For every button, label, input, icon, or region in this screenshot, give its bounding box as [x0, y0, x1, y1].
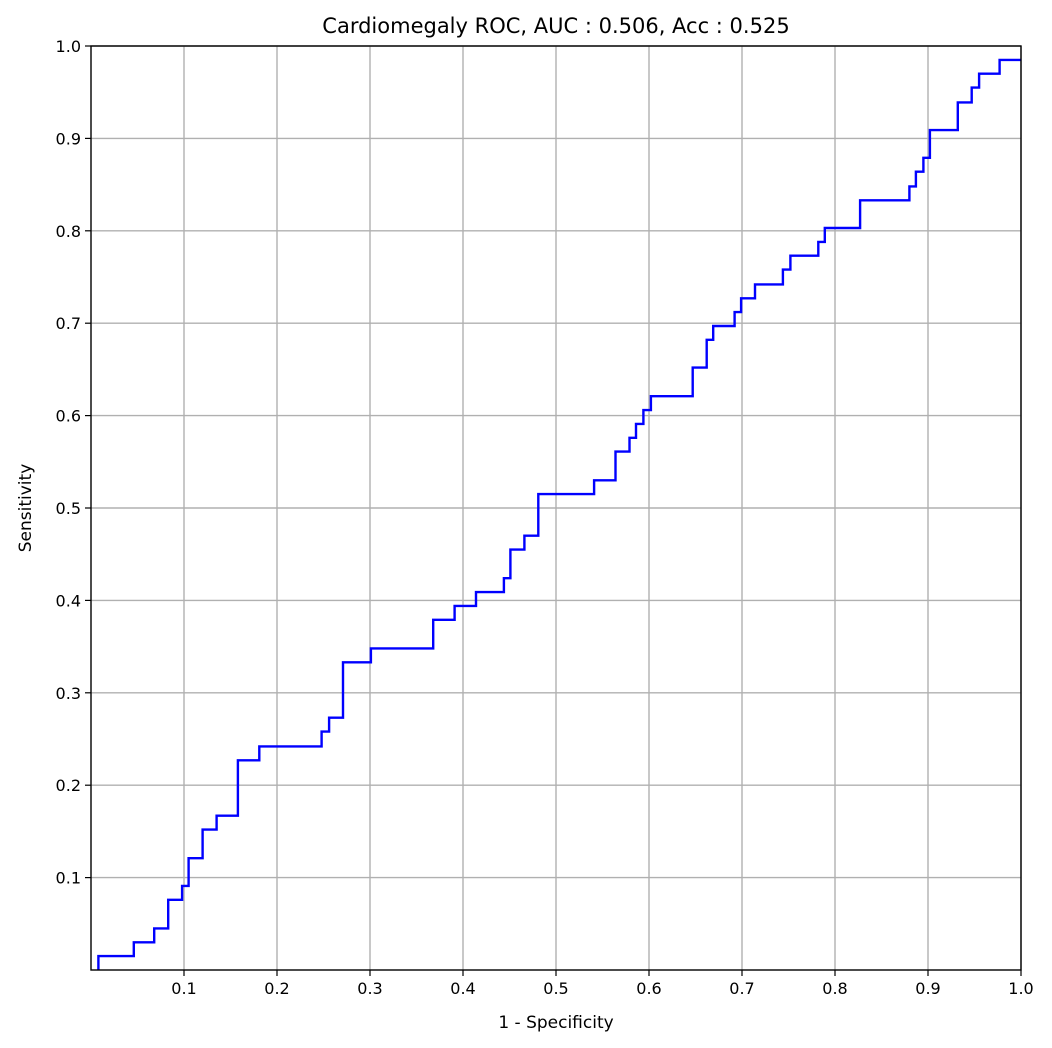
chart-title: Cardiomegaly ROC, AUC : 0.506, Acc : 0.5… [322, 14, 789, 38]
y-axis-label: Sensitivity [16, 464, 36, 553]
grid-lines [91, 45, 1022, 970]
series-layer [97, 58, 1021, 970]
y-tick-label-5: 0.6 [56, 407, 81, 426]
y-tick-label-7: 0.8 [56, 222, 81, 241]
x-tick-label-8: 0.9 [915, 979, 940, 998]
x-tick-label-9: 1.0 [1008, 979, 1033, 998]
y-tick-label-8: 0.9 [56, 129, 81, 148]
y-tick-label-3: 0.4 [56, 591, 81, 610]
y-tick-label-2: 0.3 [56, 684, 81, 703]
x-tick-label-3: 0.4 [450, 979, 475, 998]
x-tick-label-1: 0.2 [264, 979, 289, 998]
x-tick-label-4: 0.5 [543, 979, 568, 998]
y-tick-label-0: 0.1 [56, 869, 81, 888]
x-tick-label-6: 0.7 [729, 979, 754, 998]
plot-frame [90, 45, 1022, 971]
x-tick-label-5: 0.6 [636, 979, 661, 998]
y-tick-label-6: 0.7 [56, 314, 81, 333]
x-tick-label-7: 0.8 [822, 979, 847, 998]
x-tick-label-0: 0.1 [171, 979, 196, 998]
axis-ticks: 0.1 0.2 0.3 0.4 0.5 0.6 0.7 0.8 0.9 1.0 0.1 0.2 0.3 0… [56, 37, 1034, 998]
y-tick-label-1: 0.2 [56, 776, 81, 795]
x-axis-label: 1 - Specificity [498, 1013, 613, 1033]
x-tick-label-2: 0.3 [357, 979, 382, 998]
roc-curve-line-0 [97, 58, 1021, 970]
y-tick-label-9: 1.0 [56, 37, 81, 56]
y-tick-label-4: 0.5 [56, 499, 81, 518]
